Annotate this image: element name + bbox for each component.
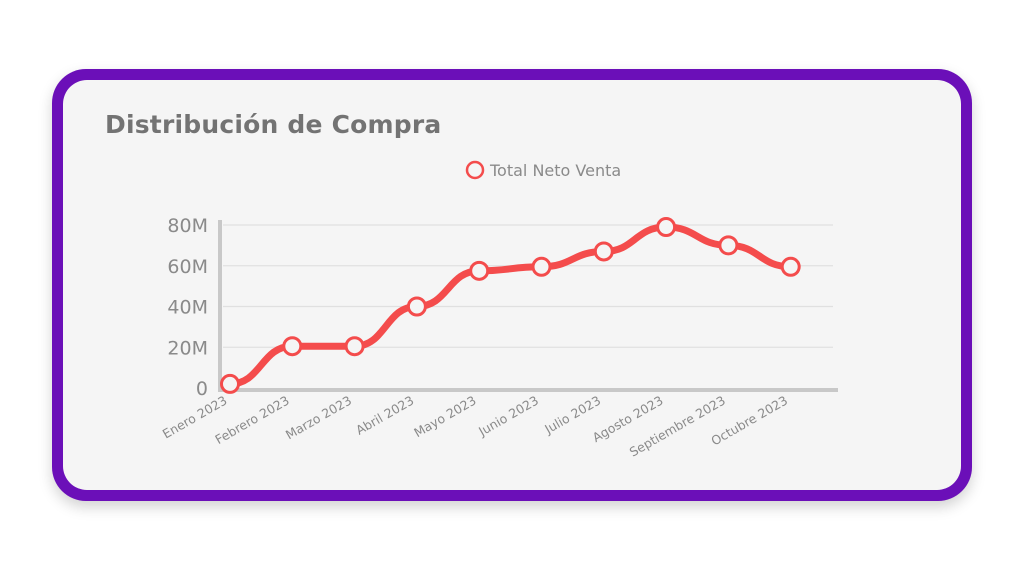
series-line (226, 223, 795, 388)
series-total-neto-venta (220, 217, 801, 394)
legend[interactable]: Total Neto Venta (465, 160, 621, 180)
line-chart: Total Neto Venta 0 20M 40M 60M 80M Enero 202… (160, 160, 838, 460)
x-tick-label: Mayo 2023 (411, 393, 478, 441)
x-tick-label: Abril 2023 (353, 393, 416, 438)
data-point[interactable] (469, 260, 490, 281)
axes (218, 220, 838, 392)
y-tick-label: 40M (167, 297, 208, 319)
x-tick-label: Marzo 2023 (283, 393, 354, 443)
data-point[interactable] (780, 256, 801, 277)
data-point[interactable] (282, 336, 303, 357)
y-tick-label: 20M (167, 337, 208, 359)
chart-title: Distribución de Compra (105, 110, 442, 139)
legend-marker (465, 160, 485, 180)
data-point[interactable] (531, 256, 552, 277)
y-axis-ticks: 0 20M 40M 60M 80M (167, 215, 208, 400)
data-point[interactable] (718, 235, 739, 256)
y-tick-label: 80M (167, 215, 208, 237)
chart-card: Distribución de Compra Total Neto Venta … (52, 69, 972, 501)
legend-label: Total Neto Venta (489, 161, 621, 180)
y-tick-label: 0 (196, 378, 208, 400)
data-point[interactable] (344, 336, 365, 357)
data-point[interactable] (656, 217, 677, 238)
y-tick-label: 60M (167, 256, 208, 278)
data-point[interactable] (406, 296, 427, 317)
chart-panel: Distribución de Compra Total Neto Venta … (63, 80, 961, 490)
x-tick-label: Junio 2023 (475, 393, 541, 440)
data-point[interactable] (220, 373, 240, 394)
data-point[interactable] (593, 241, 614, 262)
